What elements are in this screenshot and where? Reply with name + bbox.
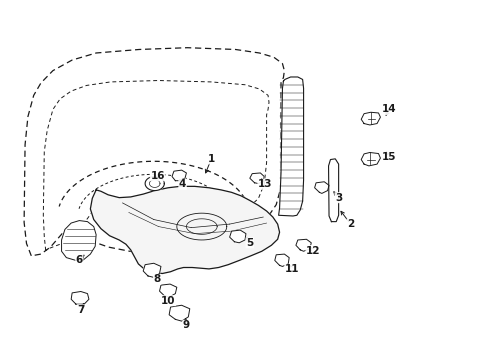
Polygon shape [145, 176, 164, 190]
Polygon shape [71, 292, 89, 304]
Text: 1: 1 [208, 154, 215, 164]
Polygon shape [296, 239, 311, 251]
Polygon shape [250, 173, 264, 184]
Polygon shape [315, 182, 329, 193]
Text: 14: 14 [382, 104, 396, 114]
Polygon shape [90, 186, 280, 274]
Text: 9: 9 [183, 320, 190, 330]
Polygon shape [172, 170, 186, 181]
Text: 15: 15 [382, 152, 396, 162]
Text: 7: 7 [77, 305, 84, 315]
Polygon shape [160, 284, 177, 297]
Polygon shape [361, 112, 380, 125]
Polygon shape [169, 305, 190, 321]
Text: 16: 16 [150, 171, 165, 181]
Polygon shape [361, 153, 380, 166]
Polygon shape [329, 159, 339, 222]
Text: 10: 10 [161, 296, 175, 306]
Text: 2: 2 [347, 219, 354, 229]
Polygon shape [230, 230, 246, 243]
Text: 3: 3 [335, 193, 342, 203]
Text: 6: 6 [76, 256, 83, 265]
Polygon shape [62, 221, 96, 260]
Text: 4: 4 [179, 179, 186, 189]
Text: 11: 11 [285, 264, 299, 274]
Text: 5: 5 [246, 238, 253, 248]
Text: 13: 13 [258, 179, 272, 189]
Polygon shape [279, 77, 304, 216]
Polygon shape [143, 263, 161, 277]
Polygon shape [275, 254, 289, 266]
Text: 12: 12 [306, 246, 320, 256]
Text: 8: 8 [153, 274, 161, 284]
